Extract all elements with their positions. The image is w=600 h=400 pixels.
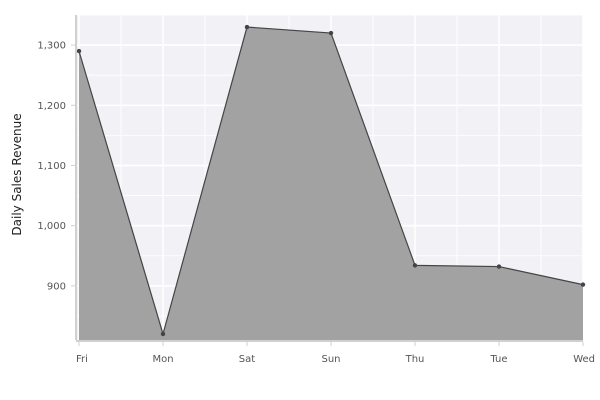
x-tick-label: Fri: [76, 354, 88, 365]
x-tick-label: Tue: [489, 354, 507, 365]
y-tick-labels: 900 1,000 1,100 1,200 1,300: [37, 41, 76, 292]
y-axis-title: Daily Sales Revenue: [10, 113, 24, 235]
data-point: [328, 30, 334, 36]
data-point: [496, 264, 502, 269]
data-point: [412, 263, 418, 268]
x-tick-label: Wed: [573, 354, 595, 365]
markers: [76, 24, 586, 337]
data-point: [160, 331, 166, 337]
x-tick-labels: Fri Mon Sat Sun Thu Tue Wed: [76, 342, 595, 365]
data-point: [244, 24, 250, 30]
y-tick-label: 1,200: [37, 101, 66, 112]
x-tick-label: Thu: [405, 354, 425, 365]
data-point: [580, 282, 586, 287]
y-tick-label: 1,000: [37, 221, 66, 232]
y-tick-label: 1,300: [37, 41, 66, 52]
x-tick-label: Mon: [152, 354, 173, 365]
x-tick-label: Sat: [239, 354, 255, 365]
data-point: [76, 48, 82, 54]
area-fill: [79, 27, 583, 340]
x-tick-label: Sun: [321, 354, 340, 365]
y-tick-label: 900: [47, 281, 66, 292]
y-tick-label: 1,100: [37, 161, 66, 172]
